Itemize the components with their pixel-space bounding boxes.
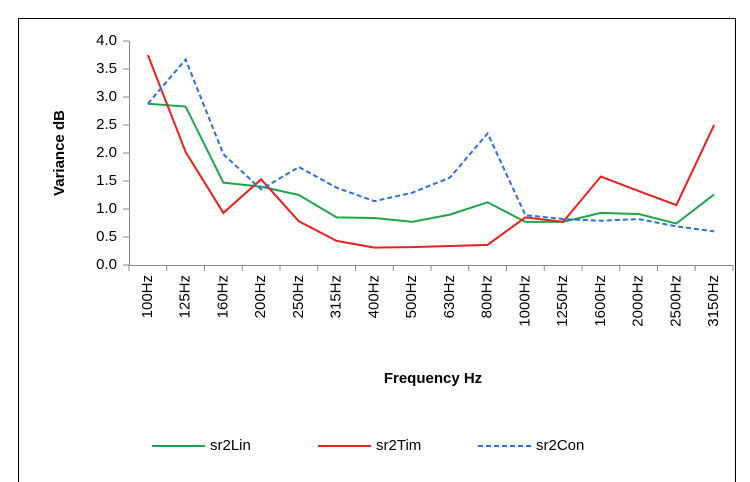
x-tick-label: 1000Hz xyxy=(516,275,533,327)
legend-label: sr2Tim xyxy=(376,437,421,454)
y-axis-title: Variance dB xyxy=(51,110,68,196)
x-tick-label: 250Hz xyxy=(290,275,307,318)
y-tick-label: 3.5 xyxy=(96,60,117,77)
x-tick-label: 100Hz xyxy=(139,275,156,318)
y-tick-label: 2.5 xyxy=(96,116,117,133)
x-tick-label: 315Hz xyxy=(328,275,345,318)
y-tick-label: 0.0 xyxy=(96,256,117,273)
x-axis-title: Frequency Hz xyxy=(384,370,482,387)
y-tick-label: 1.0 xyxy=(96,200,117,217)
series-line xyxy=(146,54,716,249)
x-tick-label: 2000Hz xyxy=(630,275,647,327)
y-tick-label: 1.5 xyxy=(96,172,117,189)
legend-label: sr2Con xyxy=(536,437,584,454)
x-tick-label: 1600Hz xyxy=(592,275,609,327)
x-tick-label: 500Hz xyxy=(403,275,420,318)
x-tick-label: 3150Hz xyxy=(705,275,722,327)
x-tick-label: 800Hz xyxy=(479,275,496,318)
x-tick-label: 200Hz xyxy=(252,275,269,318)
y-tick-label: 2.0 xyxy=(96,144,117,161)
series-line xyxy=(147,102,715,225)
y-tick-label: 0.5 xyxy=(96,228,117,245)
y-tick-label: 4.0 xyxy=(96,32,117,49)
x-tick-label: 630Hz xyxy=(441,275,458,318)
x-tick-label: 125Hz xyxy=(177,275,194,318)
x-tick-label: 1250Hz xyxy=(554,275,571,327)
legend-label: sr2Lin xyxy=(210,437,251,454)
y-tick-label: 3.0 xyxy=(96,88,117,105)
x-tick-label: 160Hz xyxy=(214,275,231,318)
x-tick-label: 400Hz xyxy=(365,275,382,318)
series-line xyxy=(147,57,715,233)
x-tick-label: 2500Hz xyxy=(667,275,684,327)
